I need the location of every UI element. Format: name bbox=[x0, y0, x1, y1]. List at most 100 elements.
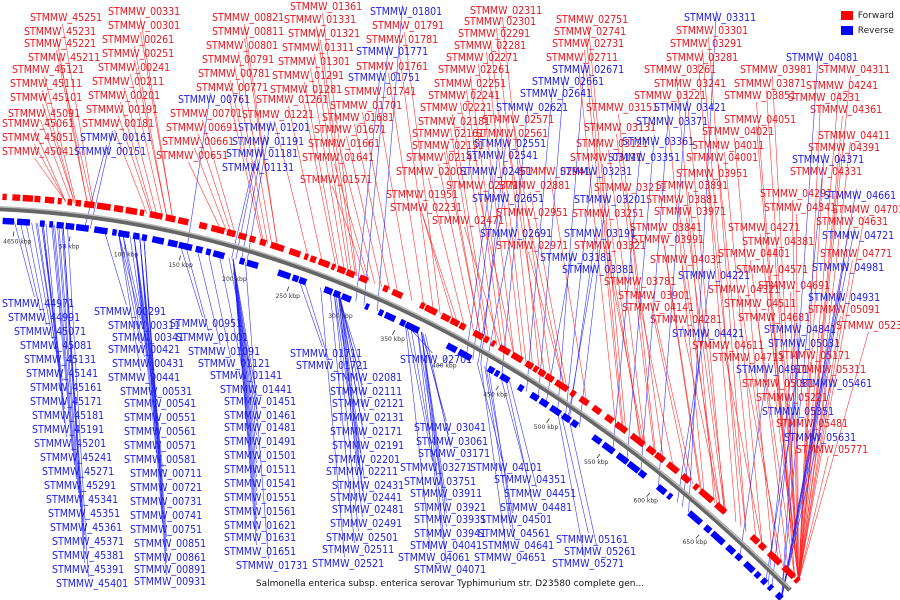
forward-feature bbox=[510, 351, 524, 364]
gene-label: STMMW_03041 bbox=[414, 422, 486, 434]
gene-label: STMMW_01501 bbox=[224, 450, 296, 462]
forward-feature bbox=[149, 211, 163, 220]
reverse-feature bbox=[93, 226, 108, 235]
forward-feature bbox=[692, 483, 700, 491]
gene-connector bbox=[771, 336, 801, 589]
gene-label: STMMW_00821 bbox=[212, 12, 284, 24]
gene-connector bbox=[302, 95, 337, 268]
reverse-feature bbox=[65, 222, 75, 230]
gene-connector bbox=[772, 75, 799, 582]
gene-connector bbox=[798, 227, 849, 582]
gene-connector bbox=[425, 333, 451, 448]
gene-connector bbox=[62, 23, 94, 206]
reverse-feature bbox=[238, 257, 246, 265]
gene-label: STMMW_03111 bbox=[570, 152, 642, 164]
gene-connector bbox=[486, 51, 523, 361]
forward-feature bbox=[749, 534, 761, 545]
gene-connector bbox=[460, 101, 498, 346]
gene-connector bbox=[44, 75, 77, 203]
forward-feature bbox=[490, 339, 497, 348]
gene-connector bbox=[682, 268, 711, 507]
gene-connector bbox=[134, 45, 168, 218]
gene-label: STMMW_04001 bbox=[686, 152, 758, 164]
gene-connector bbox=[232, 258, 257, 422]
gene-connector bbox=[232, 258, 257, 546]
gene-label: STMMW_02661 bbox=[532, 76, 604, 88]
forward-feature bbox=[680, 473, 692, 484]
gene-connector bbox=[67, 226, 89, 578]
scale-tick-mark bbox=[339, 306, 343, 312]
forward-feature bbox=[317, 258, 331, 269]
forward-feature bbox=[113, 204, 124, 213]
gene-label: STMMW_04101 bbox=[470, 462, 542, 474]
gene-label: STMMW_00791 bbox=[202, 54, 274, 66]
reverse-feature bbox=[637, 469, 648, 479]
gene-connector bbox=[677, 326, 705, 503]
scale-tick-mark bbox=[124, 244, 126, 250]
gene-connector bbox=[118, 233, 141, 320]
gene-label: STMMW_01091 bbox=[188, 346, 260, 358]
gene-connector bbox=[198, 133, 232, 234]
gene-label: STMMW_03291 bbox=[670, 38, 742, 50]
gene-connector bbox=[766, 89, 799, 582]
gene-connector bbox=[51, 224, 73, 452]
gene-label: STMMW_03881 bbox=[646, 194, 718, 206]
gene-connector bbox=[500, 375, 527, 474]
reverse-feature bbox=[626, 460, 641, 474]
gene-label: STMMW_00861 bbox=[134, 552, 206, 564]
gene-connector bbox=[686, 217, 725, 512]
gene-label: STMMW_00191 bbox=[86, 104, 158, 116]
reverse-feature bbox=[75, 223, 90, 232]
gene-label: STMMW_03931 bbox=[414, 514, 486, 526]
gene-connector bbox=[798, 429, 809, 582]
gene-label: STMMW_01261 bbox=[256, 94, 328, 106]
gene-label: STMMW_00731 bbox=[130, 496, 202, 508]
gene-label: STMMW_03181 bbox=[540, 252, 612, 264]
gene-connector bbox=[650, 301, 688, 481]
gene-connector bbox=[19, 221, 41, 312]
gene-label: STMMW_03061 bbox=[416, 436, 488, 448]
gene-label: STMMW_02191 bbox=[332, 440, 404, 452]
gene-label: STMMW_04231 bbox=[788, 92, 860, 104]
gene-connector bbox=[798, 91, 839, 582]
gene-label: STMMW_00201 bbox=[88, 90, 160, 102]
gene-connector bbox=[133, 235, 157, 454]
gene-label: STMMW_45191 bbox=[32, 424, 104, 436]
gene-connector bbox=[339, 295, 365, 480]
gene-label: STMMW_05311 bbox=[794, 364, 866, 376]
gene-label: STMMW_00571 bbox=[124, 440, 196, 452]
gene-label: STMMW_02151 bbox=[412, 140, 484, 152]
forward-feature bbox=[210, 224, 226, 235]
gene-connector bbox=[377, 4, 403, 312]
gene-label: STMMW_45071 bbox=[14, 326, 86, 338]
gene-label: STMMW_04411 bbox=[818, 130, 890, 142]
gene-connector bbox=[62, 225, 85, 564]
reverse-feature bbox=[725, 544, 737, 556]
gene-connector bbox=[708, 36, 747, 532]
forward-feature bbox=[781, 564, 797, 580]
gene-connector bbox=[417, 329, 443, 540]
gene-connector bbox=[118, 115, 152, 215]
forward-feature bbox=[391, 288, 404, 299]
gene-label: STMMW_45171 bbox=[30, 396, 102, 408]
genome-backbone bbox=[0, 206, 792, 592]
gene-connector bbox=[322, 12, 358, 277]
reverse-swatch bbox=[840, 26, 853, 35]
gene-label: STMMW_04501 bbox=[480, 514, 552, 526]
gene-connector bbox=[196, 248, 221, 346]
gene-connector bbox=[798, 215, 865, 582]
gene-connector bbox=[798, 177, 823, 582]
gene-label: STMMW_02281 bbox=[454, 40, 526, 52]
reverse-feature bbox=[39, 220, 45, 227]
gene-connector bbox=[354, 123, 391, 291]
gene-label: STMMW_00251 bbox=[102, 48, 174, 60]
gene-label: STMMW_01721 bbox=[296, 360, 368, 372]
gene-connector bbox=[332, 185, 367, 281]
gene-label: STMMW_04311 bbox=[818, 64, 890, 76]
gene-label: STMMW_00211 bbox=[92, 76, 164, 88]
gene-label: STMMW_00531 bbox=[120, 386, 192, 398]
gene-label: STMMW_00951 bbox=[170, 318, 242, 330]
forward-feature bbox=[83, 200, 95, 209]
gene-label: STMMW_00801 bbox=[206, 40, 278, 52]
gene-label: STMMW_01791 bbox=[372, 20, 444, 32]
